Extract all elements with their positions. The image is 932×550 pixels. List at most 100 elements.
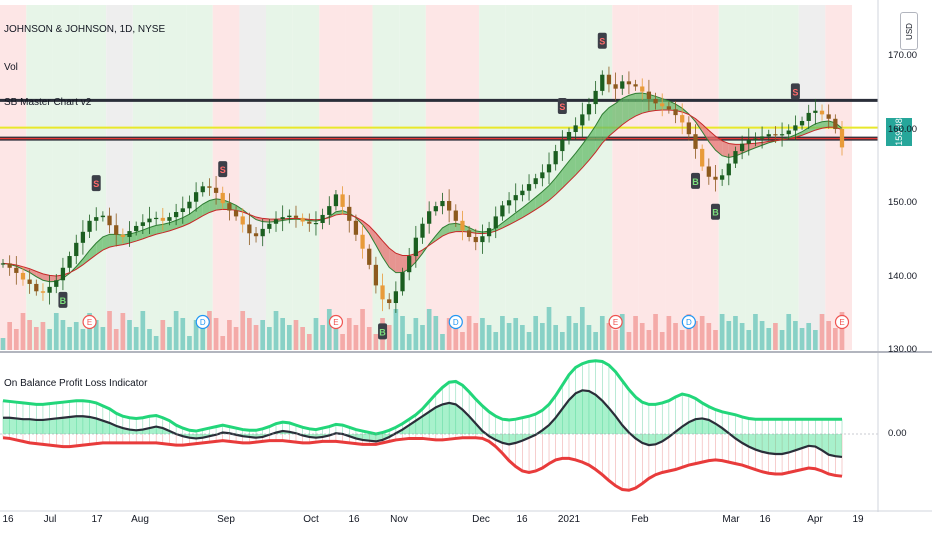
volume-bar — [693, 321, 698, 350]
volume-bar — [7, 322, 12, 350]
volume-bar — [593, 332, 598, 350]
candle-body — [100, 215, 106, 218]
volume-bar — [220, 336, 226, 350]
y-tick-label: 140.00 — [888, 270, 918, 282]
candle-body — [347, 206, 352, 221]
volume-bar — [400, 316, 405, 350]
ribbon-segment — [389, 248, 396, 273]
candle-body — [360, 234, 365, 249]
candle-body — [546, 164, 552, 173]
trend-band — [399, 5, 426, 350]
trend-band — [798, 5, 826, 350]
candle-body — [47, 286, 52, 293]
candle-body — [566, 131, 572, 141]
candle-body — [0, 263, 6, 265]
candle-body — [600, 74, 605, 91]
candle-body — [173, 212, 179, 218]
volume-bar — [520, 325, 525, 350]
sell-marker — [91, 175, 101, 192]
candle-body — [706, 166, 711, 177]
candle-body — [54, 280, 59, 287]
volume-bar — [546, 307, 552, 350]
trend-band — [585, 5, 613, 350]
volume-bar — [726, 321, 732, 350]
x-tick-label: 19 — [852, 514, 864, 525]
x-tick-label: 16 — [516, 514, 528, 525]
candle-body — [520, 190, 525, 196]
volume-bar — [506, 323, 512, 350]
volume-bar — [286, 325, 292, 350]
ribbon-segment — [102, 234, 110, 251]
volume-bar — [646, 330, 652, 350]
candle-body — [207, 186, 212, 188]
volume-bar — [27, 320, 32, 350]
volume-bar — [47, 329, 52, 350]
candle-body — [773, 134, 778, 136]
candle-body — [453, 210, 458, 221]
ribbon-segment — [169, 220, 177, 231]
sell-marker — [557, 98, 567, 115]
candle-body — [387, 299, 392, 304]
ribbon-segment — [142, 227, 150, 239]
ribbon-segment — [149, 225, 157, 237]
volume-bar — [819, 314, 825, 350]
candle-body — [280, 217, 285, 220]
ribbon-segment — [369, 226, 376, 246]
volume-bar — [799, 328, 805, 350]
volume-bar — [127, 320, 132, 350]
candle-body — [94, 217, 99, 221]
candle-body — [766, 134, 771, 137]
candle-body — [713, 176, 718, 180]
marker-label: S — [220, 165, 226, 175]
osc-mid-fill — [3, 390, 842, 457]
marker-label: B — [712, 208, 719, 218]
ribbon-segment — [116, 234, 123, 246]
candle-body — [220, 192, 225, 204]
candle-body — [447, 200, 452, 211]
ribbon-segment — [362, 220, 370, 234]
volume-bar — [713, 330, 718, 350]
trend-band — [266, 5, 293, 350]
candle-body — [680, 115, 685, 123]
candle-body — [353, 220, 359, 235]
volume-bar — [826, 321, 832, 350]
volume-bar — [167, 327, 172, 350]
volume-bar — [33, 327, 39, 350]
candle-body — [7, 263, 12, 268]
ribbon-segment — [748, 143, 756, 151]
volume-bar — [793, 321, 798, 350]
trend-band — [132, 5, 160, 350]
candle-body — [586, 104, 592, 115]
volume-bar — [406, 334, 412, 350]
candle-body — [813, 110, 818, 113]
ribbon-segment — [82, 250, 90, 265]
volume-bar — [207, 311, 212, 350]
marker-label: B — [60, 296, 67, 306]
x-tick-label: 16 — [2, 514, 14, 525]
volume-bar — [699, 316, 705, 350]
candle-body — [134, 225, 139, 232]
candle-body — [333, 194, 339, 207]
volume-bar — [480, 318, 485, 350]
currency-button[interactable]: USD — [900, 12, 918, 50]
trend-band — [345, 5, 373, 350]
volume-bar — [13, 329, 19, 350]
candle-body — [267, 223, 272, 229]
volume-bar — [273, 311, 279, 350]
x-tick-label: Aug — [131, 514, 149, 525]
ribbon-segment — [582, 135, 589, 168]
volume-bar — [67, 327, 72, 350]
volume-bar — [193, 320, 199, 350]
candle-body — [300, 217, 305, 222]
volume-bar — [653, 314, 658, 350]
candle-body — [74, 242, 79, 257]
candle-body — [327, 206, 332, 215]
candle-body — [466, 230, 472, 237]
ma-ribbon — [2, 92, 843, 283]
trend-band — [26, 5, 53, 350]
volume-bar — [526, 332, 532, 350]
volume-bar — [153, 336, 159, 350]
earnings-marker — [608, 314, 623, 330]
trend-band — [612, 5, 639, 350]
